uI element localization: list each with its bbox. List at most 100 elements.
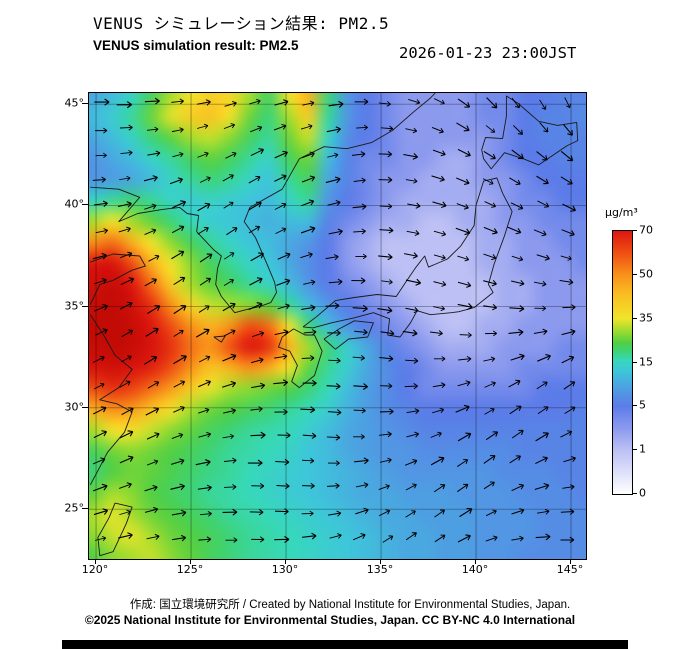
wind-arrow <box>457 281 472 288</box>
wind-arrow <box>378 484 390 490</box>
wind-arrow <box>562 203 577 212</box>
wind-arrow <box>274 150 288 159</box>
wind-arrow <box>485 535 498 542</box>
wind-arrow <box>328 357 341 364</box>
wind-arrow <box>379 355 394 362</box>
wind-arrow <box>433 305 446 312</box>
wind-arrow <box>433 98 445 105</box>
wind-arrow <box>404 383 418 390</box>
wind-arrow <box>484 408 495 415</box>
wind-arrow <box>539 122 549 133</box>
colorbar-tick <box>632 273 637 275</box>
wind-arrow <box>277 303 290 310</box>
wind-arrow <box>537 354 551 362</box>
wind-arrow <box>483 226 498 235</box>
wind-arrow <box>456 203 469 210</box>
wind-arrow <box>169 177 184 185</box>
lon-tick-label: 145° <box>556 563 584 576</box>
wind-arrow <box>302 432 317 439</box>
wind-arrow <box>303 279 316 286</box>
wind-arrow <box>303 329 317 336</box>
wind-arrow <box>326 126 341 133</box>
wind-arrow <box>301 355 315 362</box>
wind-arrow <box>198 305 210 313</box>
wind-arrow <box>406 431 420 438</box>
wind-arrow <box>223 279 234 287</box>
wind-arrow <box>377 306 393 314</box>
wind-arrow <box>94 200 108 207</box>
wind-arrow <box>248 201 262 211</box>
wind-arrow <box>171 432 184 440</box>
map-overlay <box>89 93 586 559</box>
colorbar-tick <box>632 493 637 494</box>
wind-arrow <box>485 431 499 441</box>
wind-arrow <box>511 149 524 160</box>
coastline-path <box>89 253 146 305</box>
wind-arrow <box>171 225 185 234</box>
wind-arrow <box>327 199 341 207</box>
wind-arrow <box>405 532 417 541</box>
wind-arrow <box>119 380 131 388</box>
wind-arrow <box>251 382 266 390</box>
wind-arrow <box>92 457 106 465</box>
wind-arrow <box>509 177 521 186</box>
wind-arrow <box>121 329 134 338</box>
wind-arrow <box>457 98 471 108</box>
wind-arrow <box>561 229 575 237</box>
wind-arrow <box>562 484 575 490</box>
wind-arrow <box>560 150 574 162</box>
wind-arrow <box>222 380 237 388</box>
wind-arrow <box>327 482 340 489</box>
wind-arrow <box>535 432 549 442</box>
wind-arrow <box>353 383 368 390</box>
wind-arrow <box>564 97 571 109</box>
wind-arrow <box>381 279 393 285</box>
wind-arrow <box>118 482 132 489</box>
wind-arrow <box>351 277 366 284</box>
wind-arrow <box>536 175 549 185</box>
wind-arrow <box>301 175 316 183</box>
wind-arrow <box>404 459 418 466</box>
wind-arrow <box>536 254 550 261</box>
wind-arrow <box>432 149 446 157</box>
wind-arrow <box>300 406 316 414</box>
wind-arrow <box>353 407 366 414</box>
wind-arrow <box>146 459 159 466</box>
wind-arrow <box>512 125 524 135</box>
wind-arrow <box>405 510 416 518</box>
wind-arrow <box>431 175 445 182</box>
wind-arrow <box>534 280 547 287</box>
wind-arrow <box>328 510 342 517</box>
wind-arrow <box>225 537 238 543</box>
wind-arrow <box>434 534 446 543</box>
wind-arrow <box>325 254 339 261</box>
wind-arrow <box>511 255 524 262</box>
wind-arrow <box>273 379 289 387</box>
wind-arrow <box>510 353 525 361</box>
wind-arrow <box>93 382 105 390</box>
wind-arrow <box>457 380 471 387</box>
wind-arrow <box>116 101 133 109</box>
colorbar-tick <box>632 317 637 319</box>
wind-arrow <box>563 124 573 136</box>
axis-tick <box>475 559 477 564</box>
wind-arrow <box>118 226 131 233</box>
axis-tick <box>82 103 88 105</box>
wind-arrow <box>511 280 525 287</box>
wind-arrow <box>434 509 445 518</box>
wind-arrow <box>94 98 110 106</box>
wind-arrow <box>483 253 497 261</box>
wind-arrow <box>459 508 473 518</box>
wind-arrow <box>249 509 264 516</box>
axis-tick <box>380 559 382 564</box>
wind-arrow <box>378 253 393 261</box>
wind-arrow <box>432 407 445 414</box>
wind-arrow <box>198 407 210 414</box>
wind-arrow <box>563 456 576 463</box>
wind-arrow <box>511 508 525 515</box>
wind-arrow <box>405 307 419 314</box>
wind-arrow <box>223 408 236 415</box>
wind-arrow <box>535 456 548 465</box>
wind-arrow <box>147 381 160 389</box>
wind-arrow <box>561 328 576 336</box>
